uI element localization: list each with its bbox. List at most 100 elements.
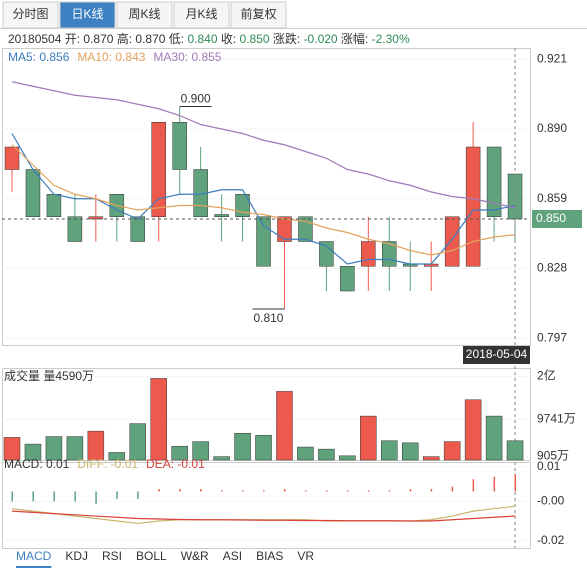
macd-bar bbox=[221, 490, 223, 492]
quote-part: 涨跌: bbox=[270, 31, 304, 46]
tab-label[interactable]: 月K线 bbox=[185, 7, 217, 21]
macd-bar bbox=[514, 474, 517, 492]
volume-bar bbox=[192, 441, 209, 461]
candle-body bbox=[88, 216, 104, 220]
volume-bar bbox=[24, 443, 42, 461]
quote-part: -2.30% bbox=[372, 32, 410, 46]
tab[interactable] bbox=[173, 1, 230, 29]
indicator-tab[interactable]: BOLL bbox=[136, 549, 167, 563]
indicator-tab[interactable]: KDJ bbox=[65, 549, 88, 563]
volume-bar bbox=[360, 415, 377, 461]
volume-bar bbox=[129, 423, 147, 461]
macd-bar bbox=[346, 490, 349, 492]
y-tick-label: 0.797 bbox=[537, 330, 567, 344]
volume-bar bbox=[171, 445, 188, 461]
tab[interactable] bbox=[116, 1, 173, 29]
volume-bar bbox=[87, 430, 105, 461]
tab[interactable] bbox=[2, 1, 59, 29]
volume-bar bbox=[150, 378, 167, 461]
tab[interactable] bbox=[59, 1, 116, 29]
legend: MA5: 0.856 MA10: 0.843 MA30: 0.855 bbox=[8, 50, 222, 64]
candle-body bbox=[340, 266, 355, 292]
y-tick-label: 0.921 bbox=[537, 51, 567, 65]
y-tick-label: -0.00 bbox=[537, 493, 565, 507]
tab-label[interactable]: 前复权 bbox=[240, 6, 276, 21]
macd-bar bbox=[200, 489, 202, 492]
volume-bar bbox=[381, 440, 398, 461]
volume-bar bbox=[234, 432, 251, 461]
indicator-tab[interactable]: W&R bbox=[181, 549, 209, 563]
quote-part: 20180504 开: 0.870 高: 0.870 低: bbox=[8, 31, 187, 46]
macd-bar bbox=[74, 491, 76, 502]
macd-bar bbox=[53, 491, 55, 502]
macd-bar bbox=[116, 491, 118, 499]
legend-entry: MA30: 0.855 bbox=[153, 50, 221, 64]
indicator-line bbox=[11, 144, 516, 256]
date-label: 2018-05-04 bbox=[466, 347, 528, 361]
last-price-label: 0.850 bbox=[536, 211, 566, 225]
volume-bar bbox=[3, 437, 21, 461]
quote-part: 涨幅: bbox=[338, 31, 372, 46]
y-tick-label: 0.828 bbox=[537, 261, 567, 275]
last-price-box bbox=[532, 210, 582, 228]
macd-bar bbox=[304, 490, 307, 492]
macd-bar bbox=[409, 489, 412, 492]
macd-bar bbox=[32, 491, 34, 502]
legend-entry: DIFF: -0.01 bbox=[77, 457, 138, 471]
panel-frame bbox=[2, 48, 531, 346]
candle-body bbox=[25, 169, 41, 217]
volume-bar bbox=[66, 436, 84, 461]
volume-bar bbox=[276, 391, 293, 461]
y-tick-label: 9741万 bbox=[537, 411, 576, 425]
panel-title: 成交量 量4590万 bbox=[4, 368, 94, 383]
candle-body bbox=[277, 216, 292, 242]
macd-bar bbox=[430, 489, 433, 492]
quote-part: 收: bbox=[218, 32, 240, 46]
annotation: 0.900 bbox=[181, 92, 211, 106]
tab[interactable] bbox=[230, 1, 287, 29]
candle-body bbox=[46, 194, 62, 217]
candle-body bbox=[486, 146, 502, 217]
candle-body bbox=[319, 241, 334, 267]
y-tick-label: 0.01 bbox=[537, 459, 561, 473]
candle-body bbox=[4, 146, 20, 170]
quote-part: -0.020 bbox=[304, 32, 338, 46]
macd-bar bbox=[158, 489, 160, 492]
y-tick-label: 905万 bbox=[537, 448, 569, 462]
indicator-tab[interactable]: MACD bbox=[16, 549, 52, 563]
quote-part: 0.850 bbox=[240, 32, 270, 46]
y-tick-label: 0.890 bbox=[537, 121, 567, 135]
indicator-tab[interactable]: RSI bbox=[102, 549, 122, 563]
candle-body bbox=[151, 122, 166, 217]
y-tick-label: -0.02 bbox=[537, 533, 565, 547]
volume-bar bbox=[464, 399, 482, 461]
tab-label[interactable]: 日K线 bbox=[71, 7, 103, 21]
macd-bar bbox=[179, 489, 181, 492]
volume-bar bbox=[422, 456, 440, 461]
macd-bar bbox=[137, 491, 139, 499]
indicator-line bbox=[11, 81, 516, 209]
volume-bar bbox=[45, 436, 63, 461]
y-tick-label: 2亿 bbox=[537, 368, 556, 383]
panel-frame bbox=[2, 462, 531, 549]
volume-bar bbox=[297, 446, 314, 461]
candle-body bbox=[214, 214, 229, 217]
candle-body bbox=[172, 122, 187, 170]
volume-bar bbox=[401, 442, 419, 461]
macd-bar bbox=[472, 479, 475, 492]
legend: MACD: 0.01 DIFF: -0.01 DEA: -0.01 bbox=[4, 457, 205, 471]
volume-bar bbox=[213, 456, 230, 461]
macd-bar bbox=[95, 491, 97, 504]
legend-entry: MA10: 0.843 bbox=[77, 50, 145, 64]
quote-part: 0.840 bbox=[187, 32, 217, 46]
legend-entry: MA5: 0.856 bbox=[8, 50, 70, 64]
indicator-tab[interactable]: BIAS bbox=[256, 549, 283, 563]
volume-bar bbox=[255, 435, 272, 461]
tab-label[interactable]: 周K线 bbox=[128, 7, 160, 21]
tab-label[interactable]: 分时图 bbox=[12, 7, 48, 21]
indicator-tab[interactable]: ASI bbox=[223, 549, 242, 563]
indicator-tab[interactable]: VR bbox=[297, 549, 314, 563]
